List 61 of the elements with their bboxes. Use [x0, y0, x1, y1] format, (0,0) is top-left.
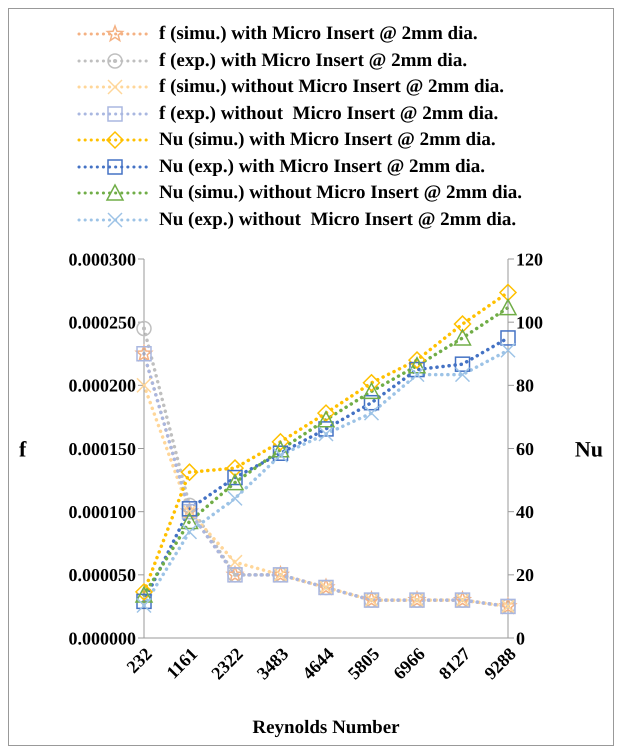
point [135, 586, 153, 603]
point [362, 374, 380, 392]
point [226, 459, 244, 477]
point [318, 426, 334, 442]
point [226, 474, 244, 490]
y-tick-label: 0.000100 [68, 502, 136, 522]
y2-tick-label: 80 [516, 376, 534, 396]
point [227, 470, 243, 486]
point [500, 330, 516, 346]
point [409, 366, 425, 382]
point [499, 284, 517, 302]
point [317, 404, 335, 422]
point [408, 357, 426, 374]
y-tick-label: 0.000200 [68, 376, 136, 396]
y2-tick-label: 60 [516, 438, 534, 459]
y-axis-title: f [19, 436, 27, 462]
point [272, 433, 290, 451]
y2-tick-label: 0 [516, 628, 525, 648]
point [364, 405, 380, 421]
point [454, 329, 472, 346]
point [364, 394, 380, 410]
point [454, 356, 470, 372]
point [136, 598, 152, 614]
point [227, 554, 243, 570]
point [136, 378, 152, 394]
x-tick-label: 1161 [162, 644, 202, 683]
point [454, 315, 472, 333]
point [318, 421, 334, 437]
point [180, 463, 198, 481]
y2-tick-label: 100 [516, 312, 543, 333]
legend-label: f (simu.) without Micro Insert @ 2mm dia. [159, 76, 504, 98]
legend-label: f (exp.) with Micro Insert @ 2mm dia. [159, 50, 468, 72]
y-tick-label: 0.000150 [68, 438, 136, 459]
y-tick-label: 0.000300 [68, 249, 136, 270]
y2-tick-label: 20 [516, 565, 534, 586]
legend-label: Nu (simu.) with Micro Insert @ 2mm dia. [159, 129, 496, 152]
point [136, 320, 152, 336]
legend-label: f (exp.) without Micro Insert @ 2mm dia. [159, 102, 498, 125]
point [408, 351, 426, 369]
legend-label: Nu (exp.) with Micro Insert @ 2mm dia. [159, 156, 486, 178]
point [227, 490, 243, 506]
point [362, 382, 380, 400]
y2-axis-title: Nu [574, 436, 603, 462]
y2-tick-label: 40 [516, 502, 534, 522]
point [136, 594, 152, 610]
y2-tick-label: 120 [516, 249, 543, 270]
point [317, 411, 335, 428]
x-axis-title: Reynolds Number [252, 717, 400, 738]
legend-label: f (simu.) with Micro Insert @ 2mm dia. [159, 23, 478, 46]
legend-label: Nu (exp.) without Micro Insert @ 2mm dia. [159, 208, 516, 231]
point [499, 298, 517, 316]
point [182, 498, 198, 514]
point [272, 441, 290, 458]
point [180, 512, 198, 530]
legend-label: Nu (simu.) without Micro Insert @ 2mm dia. [159, 182, 522, 204]
y-tick-label: 0.000050 [68, 565, 136, 586]
point [454, 366, 470, 382]
point [182, 524, 198, 540]
point [500, 342, 516, 358]
y-tick-label: 0.000250 [68, 312, 136, 333]
point [409, 362, 425, 378]
